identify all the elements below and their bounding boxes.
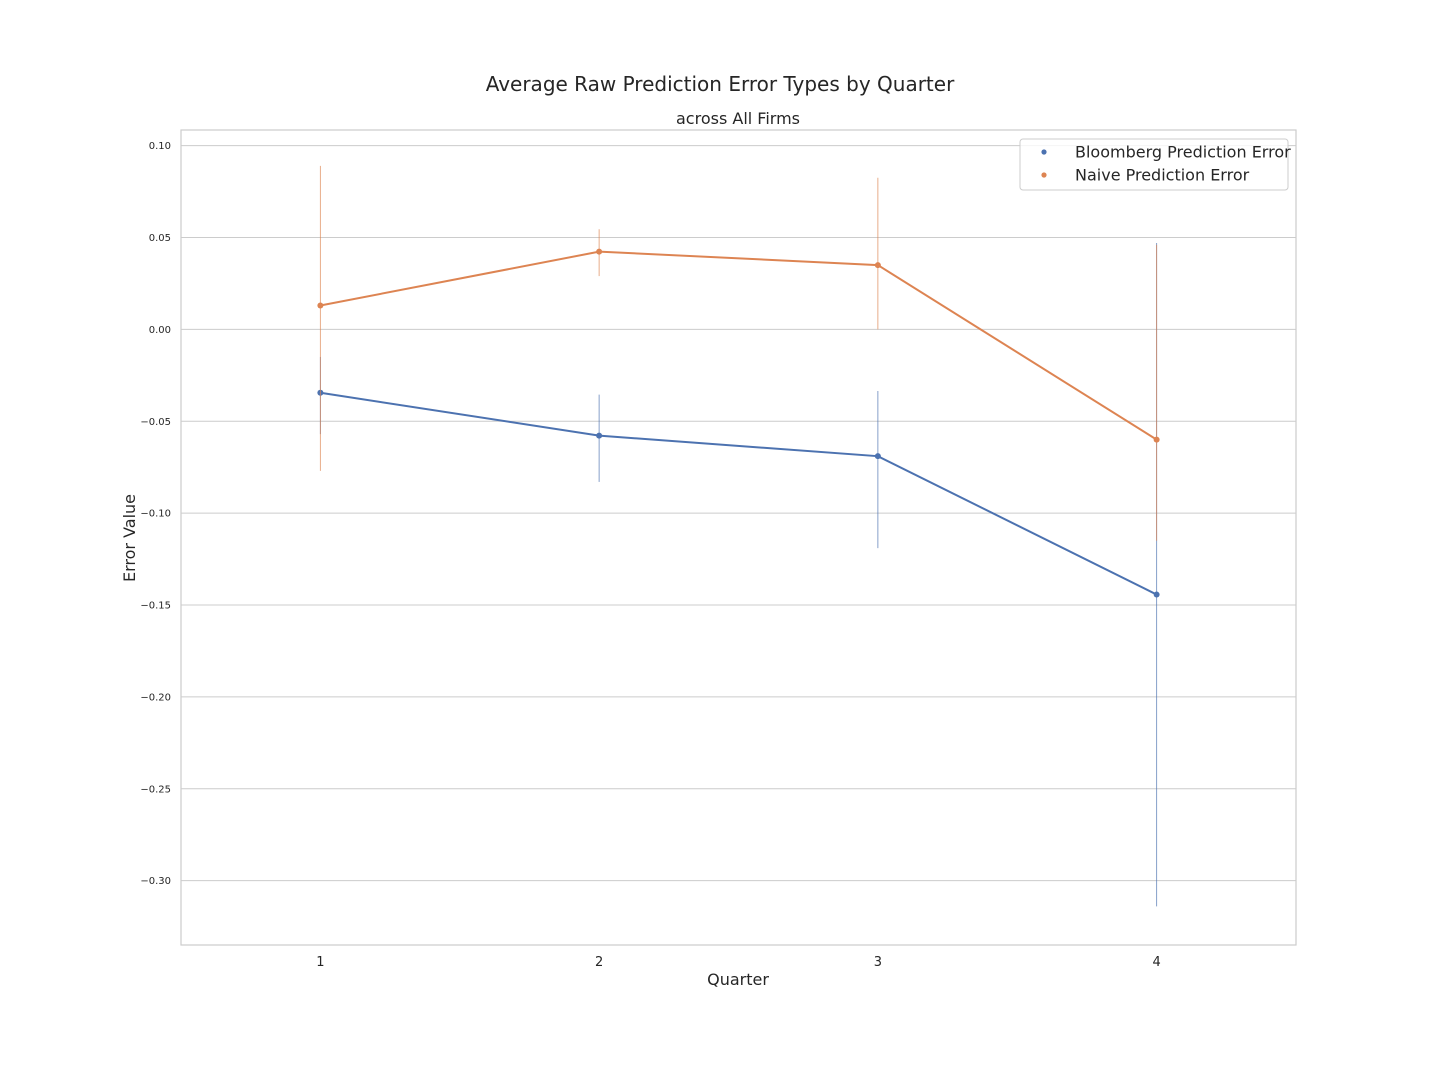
y-tick-label: −0.15 — [140, 601, 171, 612]
y-tick-label: −0.10 — [140, 509, 171, 520]
y-tick-label: 0.00 — [149, 325, 171, 336]
x-tick-label: 4 — [1152, 955, 1160, 970]
data-point — [596, 432, 603, 439]
series-line — [320, 250, 1158, 441]
y-tick-label: −0.20 — [140, 692, 171, 703]
x-tick-label: 1 — [316, 955, 324, 970]
data-point — [874, 453, 881, 460]
legend-label: Bloomberg Prediction Error — [1075, 143, 1291, 162]
x-axis-label: Quarter — [707, 970, 769, 989]
y-axis-ticks: 0.10 0.05 0.00 −0.05 −0.10 −0.15 −0.20 −0.25 −0.… — [140, 141, 171, 887]
y-tick-label: −0.30 — [140, 876, 171, 887]
chart-title: Average Raw Prediction Error Types by Qu… — [486, 72, 955, 96]
x-tick-label: 2 — [595, 955, 603, 970]
y-tick-label: −0.05 — [140, 417, 171, 428]
series-2 — [317, 165, 1160, 541]
legend: Bloomberg Prediction Error Naive Predicti… — [1019, 138, 1291, 191]
data-point — [874, 262, 881, 269]
data-point — [596, 248, 603, 255]
grid-lines — [181, 145, 1296, 882]
series-layer — [317, 165, 1160, 907]
plot-area-frame — [180, 129, 1297, 946]
data-point — [1153, 591, 1160, 598]
x-tick-label: 3 — [874, 955, 882, 970]
y-axis-label: Error Value — [120, 494, 139, 582]
x-axis-ticks: 1 2 3 4 — [316, 955, 1161, 970]
data-point — [317, 302, 324, 309]
data-point — [1153, 436, 1160, 443]
legend-items: Bloomberg Prediction Error Naive Predicti… — [1041, 143, 1291, 185]
legend-label: Naive Prediction Error — [1075, 166, 1250, 185]
legend-marker — [1041, 149, 1047, 155]
chart-subtitle: across All Firms — [676, 109, 800, 128]
y-tick-label: 0.05 — [149, 233, 171, 244]
legend-marker — [1041, 172, 1047, 178]
series-1 — [317, 243, 1160, 907]
y-tick-label: 0.10 — [149, 141, 171, 152]
y-tick-label: −0.25 — [140, 784, 171, 795]
series-line — [320, 391, 1158, 596]
legend-box — [1019, 138, 1289, 191]
